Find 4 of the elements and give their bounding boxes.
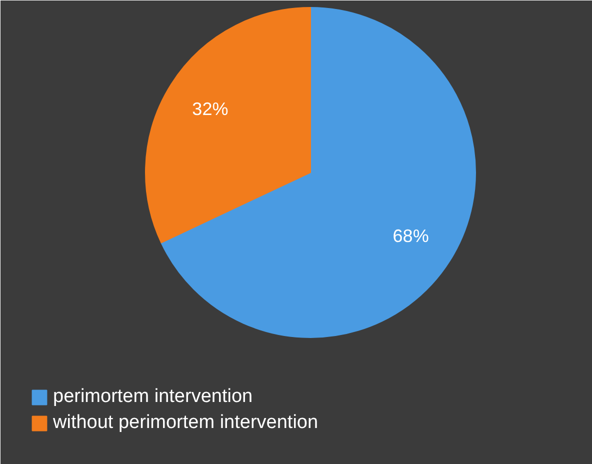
data-label: 68%	[392, 226, 429, 246]
data-label: 32%	[192, 98, 228, 119]
legend-label: perimortem intervention	[53, 386, 253, 408]
legend-label: without perimortem intervention	[53, 412, 318, 434]
